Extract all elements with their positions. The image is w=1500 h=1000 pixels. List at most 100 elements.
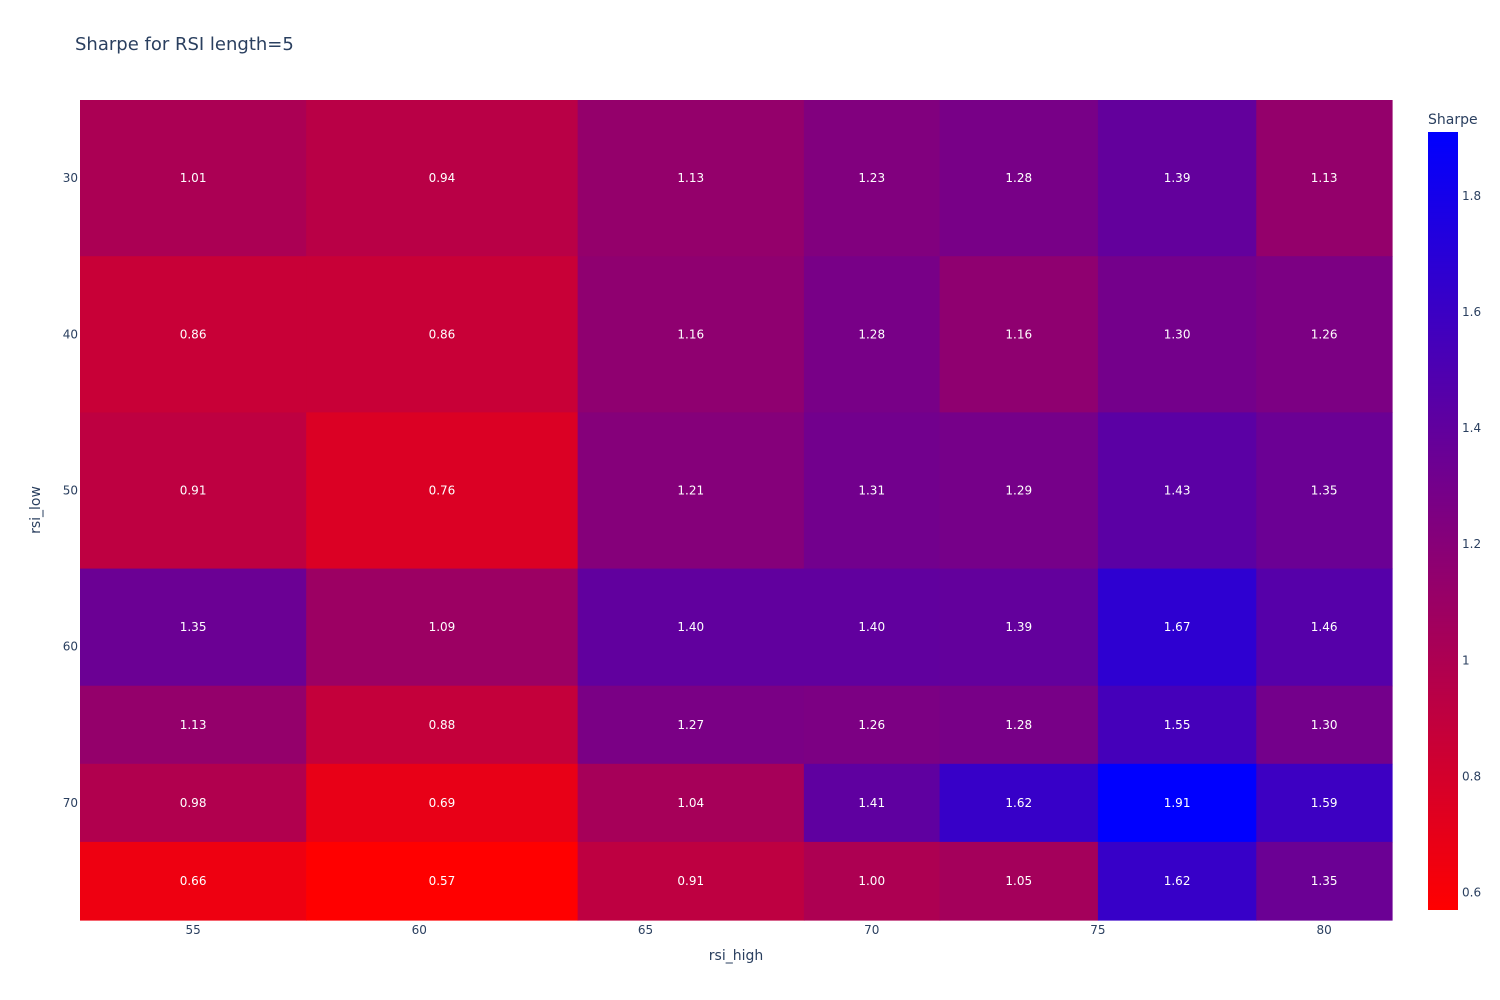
heatmap-cell-labels: 1.01 0.94 1.13 1.23 1.28 1.39 1.13 0.86 0.86 1.16… xyxy=(180,171,1338,888)
colorbar-tick-label: 1 xyxy=(1462,653,1470,667)
colorbar-tick-label: 0.6 xyxy=(1462,886,1481,900)
y-tick-label: 50 xyxy=(63,483,78,497)
cell-value-label: 1.05 xyxy=(1005,874,1032,888)
heatmap-cell xyxy=(80,841,307,921)
cell-value-label: 1.30 xyxy=(1311,718,1338,732)
heatmap-cell xyxy=(1097,412,1257,570)
cell-value-label: 1.31 xyxy=(858,483,885,497)
cell-value-label: 1.13 xyxy=(1311,171,1338,185)
heatmap-cell xyxy=(577,100,805,257)
cell-value-label: 1.43 xyxy=(1164,483,1191,497)
cell-value-label: 1.21 xyxy=(677,483,704,497)
heatmap-cell xyxy=(577,763,805,843)
cell-value-label: 1.35 xyxy=(180,620,207,634)
colorbar-tick-label: 1.6 xyxy=(1462,305,1481,319)
heatmap-cell xyxy=(80,763,307,843)
x-tick-label: 80 xyxy=(1316,923,1331,937)
x-tick-label: 55 xyxy=(185,923,200,937)
y-tick-label: 40 xyxy=(63,327,78,341)
x-tick-label: 60 xyxy=(412,923,427,937)
heatmap-cell xyxy=(577,841,805,921)
cell-value-label: 0.91 xyxy=(180,483,207,497)
cell-value-label: 1.40 xyxy=(677,620,704,634)
cell-value-label: 0.66 xyxy=(180,874,207,888)
y-tick-label: 70 xyxy=(63,796,78,810)
cell-value-label: 0.69 xyxy=(429,796,456,810)
cell-value-label: 1.13 xyxy=(677,171,704,185)
colorbar-tick-label: 0.8 xyxy=(1462,769,1481,783)
cell-value-label: 1.55 xyxy=(1164,718,1191,732)
heatmap-cell xyxy=(80,685,307,765)
x-tick-label: 65 xyxy=(638,923,653,937)
heatmap-cell xyxy=(1256,568,1393,687)
heatmap-cell xyxy=(80,568,307,687)
heatmap-cell xyxy=(306,256,579,413)
colorbar-tick-label: 1.2 xyxy=(1462,537,1481,551)
cell-value-label: 0.86 xyxy=(180,327,207,341)
cell-value-label: 0.76 xyxy=(429,483,456,497)
heatmap-cell xyxy=(306,568,579,687)
heatmap-cell xyxy=(577,685,805,765)
heatmap-cell xyxy=(577,256,805,413)
cell-value-label: 1.46 xyxy=(1311,620,1338,634)
cell-value-label: 1.35 xyxy=(1311,874,1338,888)
colorbar-tick-label: 1.8 xyxy=(1462,189,1481,203)
cell-value-label: 1.00 xyxy=(858,874,885,888)
heatmap-cell xyxy=(1097,763,1257,843)
cell-value-label: 1.40 xyxy=(858,620,885,634)
heatmap-cell xyxy=(306,763,579,843)
heatmap-cell xyxy=(306,100,579,257)
heatmap-cell xyxy=(803,100,941,257)
cell-value-label: 0.94 xyxy=(429,171,456,185)
y-axis-ticks: 30 40 50 60 70 xyxy=(63,171,78,810)
heatmap-cell xyxy=(306,841,579,921)
heatmap-cell xyxy=(1256,841,1393,921)
heatmap-cell xyxy=(803,256,941,413)
cell-value-label: 1.04 xyxy=(677,796,704,810)
chart-title: Sharpe for RSI length=5 xyxy=(75,34,294,55)
cell-value-label: 1.16 xyxy=(1005,327,1032,341)
x-axis-ticks: 55 60 65 70 75 80 xyxy=(185,923,1331,937)
heatmap-cell xyxy=(577,568,805,687)
cell-value-label: 1.28 xyxy=(1005,718,1032,732)
colorbar-tick-label: 1.4 xyxy=(1462,421,1481,435)
heatmap-cell xyxy=(577,412,805,570)
y-tick-label: 30 xyxy=(63,171,78,185)
cell-value-label: 1.62 xyxy=(1164,874,1191,888)
cell-value-label: 0.91 xyxy=(677,874,704,888)
heatmap-cell xyxy=(939,412,1099,570)
cell-value-label: 0.98 xyxy=(180,796,207,810)
heatmap-cell xyxy=(939,685,1099,765)
x-axis-title: rsi_high xyxy=(709,948,763,964)
heatmap-cell xyxy=(939,100,1099,257)
cell-value-label: 1.16 xyxy=(677,327,704,341)
heatmap-cell xyxy=(80,412,307,570)
heatmap-cell xyxy=(306,685,579,765)
cell-value-label: 1.26 xyxy=(858,718,885,732)
cell-value-label: 1.28 xyxy=(1005,171,1032,185)
cell-value-label: 1.59 xyxy=(1311,796,1338,810)
heatmap-cell xyxy=(1256,256,1393,413)
y-axis-title: rsi_low xyxy=(28,486,44,534)
cell-value-label: 1.67 xyxy=(1164,620,1191,634)
heatmap-cell xyxy=(1097,685,1257,765)
x-tick-label: 70 xyxy=(864,923,879,937)
heatmap-cell xyxy=(803,763,941,843)
x-tick-label: 75 xyxy=(1090,923,1105,937)
heatmap-cell xyxy=(803,412,941,570)
cell-value-label: 1.26 xyxy=(1311,327,1338,341)
cell-value-label: 1.29 xyxy=(1005,483,1032,497)
colorbar xyxy=(1428,132,1458,910)
cell-value-label: 1.39 xyxy=(1164,171,1191,185)
cell-value-label: 1.62 xyxy=(1005,796,1032,810)
cell-value-label: 1.09 xyxy=(429,620,456,634)
heatmap-cell xyxy=(80,100,307,257)
cell-value-label: 1.27 xyxy=(677,718,704,732)
heatmap-cell xyxy=(1097,256,1257,413)
cell-value-label: 0.86 xyxy=(429,327,456,341)
heatmap-cell xyxy=(939,256,1099,413)
heatmap-cell xyxy=(939,841,1099,921)
colorbar-ticks: 0.6 0.8 1 1.2 1.4 1.6 1.8 xyxy=(1462,189,1481,900)
cell-value-label: 1.39 xyxy=(1005,620,1032,634)
